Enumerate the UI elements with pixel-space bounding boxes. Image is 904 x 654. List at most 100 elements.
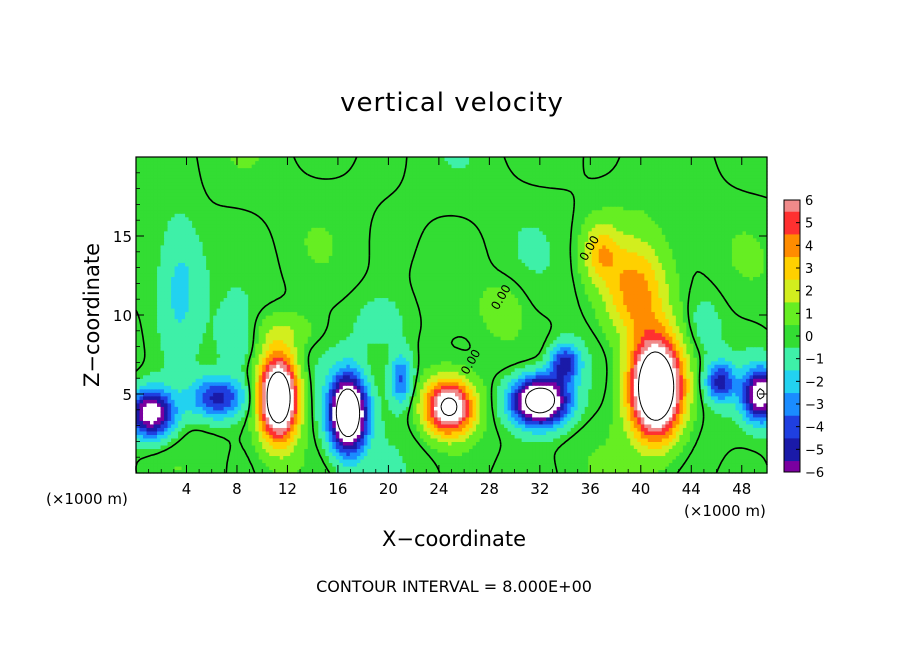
heatmap-cell: [574, 452, 578, 456]
heatmap-cell: [616, 438, 620, 442]
heatmap-cell: [150, 403, 154, 407]
heatmap-cell: [171, 406, 175, 410]
heatmap-cell: [753, 466, 757, 470]
heatmap-cell: [609, 382, 613, 386]
heatmap-cell: [693, 452, 697, 456]
heatmap-cell: [550, 431, 554, 435]
heatmap-cell: [220, 399, 224, 403]
heatmap-cell: [441, 417, 445, 421]
heatmap-cell: [199, 462, 203, 466]
heatmap-cell: [711, 417, 715, 421]
heatmap-cell: [294, 385, 298, 389]
heatmap-cell: [574, 448, 578, 452]
heatmap-cell: [332, 403, 336, 407]
heatmap-cell: [487, 375, 491, 379]
heatmap-cell: [627, 462, 631, 466]
heatmap-cell: [182, 431, 186, 435]
heatmap-cell: [287, 427, 291, 431]
heatmap-cell: [210, 445, 214, 449]
heatmap-cell: [497, 378, 501, 382]
heatmap-cell: [725, 438, 729, 442]
heatmap-cell: [606, 406, 610, 410]
heatmap-cell: [360, 427, 364, 431]
heatmap-cell: [613, 399, 617, 403]
heatmap-cell: [402, 410, 406, 414]
heatmap-cell: [329, 459, 333, 463]
heatmap-cell: [697, 403, 701, 407]
heatmap-cell: [423, 385, 427, 389]
heatmap-cell: [508, 420, 512, 424]
heatmap-cell: [304, 431, 308, 435]
heatmap-cell: [749, 389, 753, 393]
heatmap-cell: [378, 389, 382, 393]
heatmap-cell: [525, 462, 529, 466]
heatmap-cell: [343, 375, 347, 379]
heatmap-cell: [185, 396, 189, 400]
heatmap-cell: [574, 403, 578, 407]
heatmap-cell: [213, 392, 217, 396]
heatmap-cell: [297, 441, 301, 445]
heatmap-cell: [364, 445, 368, 449]
heatmap-cell: [150, 431, 154, 435]
heatmap-cell: [599, 438, 603, 442]
heatmap-cell: [266, 455, 270, 459]
heatmap-cell: [473, 392, 477, 396]
heatmap-cell: [273, 462, 277, 466]
heatmap-cell: [546, 431, 550, 435]
heatmap-cell: [154, 441, 158, 445]
heatmap-cell: [669, 455, 673, 459]
heatmap-cell: [385, 392, 389, 396]
heatmap-cell: [487, 417, 491, 421]
heatmap-cell: [490, 427, 494, 431]
heatmap-cell: [409, 455, 413, 459]
heatmap-cell: [406, 385, 410, 389]
heatmap-cell: [301, 406, 305, 410]
heatmap-cell: [367, 413, 371, 417]
heatmap-cell: [178, 466, 182, 470]
heatmap-cell: [332, 375, 336, 379]
heatmap-cell: [217, 455, 221, 459]
heatmap-cell: [304, 462, 308, 466]
heatmap-cell: [378, 406, 382, 410]
heatmap-cell: [241, 392, 245, 396]
heatmap-cell: [234, 396, 238, 400]
heatmap-cell: [168, 378, 172, 382]
heatmap-cell: [683, 445, 687, 449]
heatmap-cell: [602, 403, 606, 407]
heatmap-cell: [262, 466, 266, 470]
heatmap-cell: [213, 382, 217, 386]
heatmap-cell: [255, 424, 259, 428]
heatmap-cell: [276, 375, 280, 379]
heatmap-cell: [150, 406, 154, 410]
heatmap-cell: [616, 434, 620, 438]
heatmap-cell: [497, 392, 501, 396]
heatmap-cell: [616, 392, 620, 396]
heatmap-cell: [564, 396, 568, 400]
heatmap-cell: [350, 385, 354, 389]
heatmap-cell: [651, 382, 655, 386]
heatmap-cell: [388, 389, 392, 393]
heatmap-cell: [714, 420, 718, 424]
heatmap-cell: [623, 420, 627, 424]
heatmap-cell: [150, 434, 154, 438]
heatmap-cell: [697, 455, 701, 459]
heatmap-cell: [448, 459, 452, 463]
heatmap-cell: [266, 459, 270, 463]
heatmap-cell: [469, 420, 473, 424]
heatmap-cell: [711, 385, 715, 389]
heatmap-cell: [241, 375, 245, 379]
heatmap-cell: [623, 406, 627, 410]
heatmap-cell: [459, 378, 463, 382]
heatmap-cell: [318, 392, 322, 396]
heatmap-cell: [227, 424, 231, 428]
heatmap-cell: [329, 431, 333, 435]
heatmap-cell: [718, 382, 722, 386]
heatmap-cell: [290, 378, 294, 382]
heatmap-cell: [669, 424, 673, 428]
heatmap-cell: [756, 417, 760, 421]
heatmap-cell: [175, 459, 179, 463]
heatmap-cell: [304, 406, 308, 410]
heatmap-cell: [641, 420, 645, 424]
heatmap-cell: [686, 420, 690, 424]
heatmap-cell: [728, 441, 732, 445]
